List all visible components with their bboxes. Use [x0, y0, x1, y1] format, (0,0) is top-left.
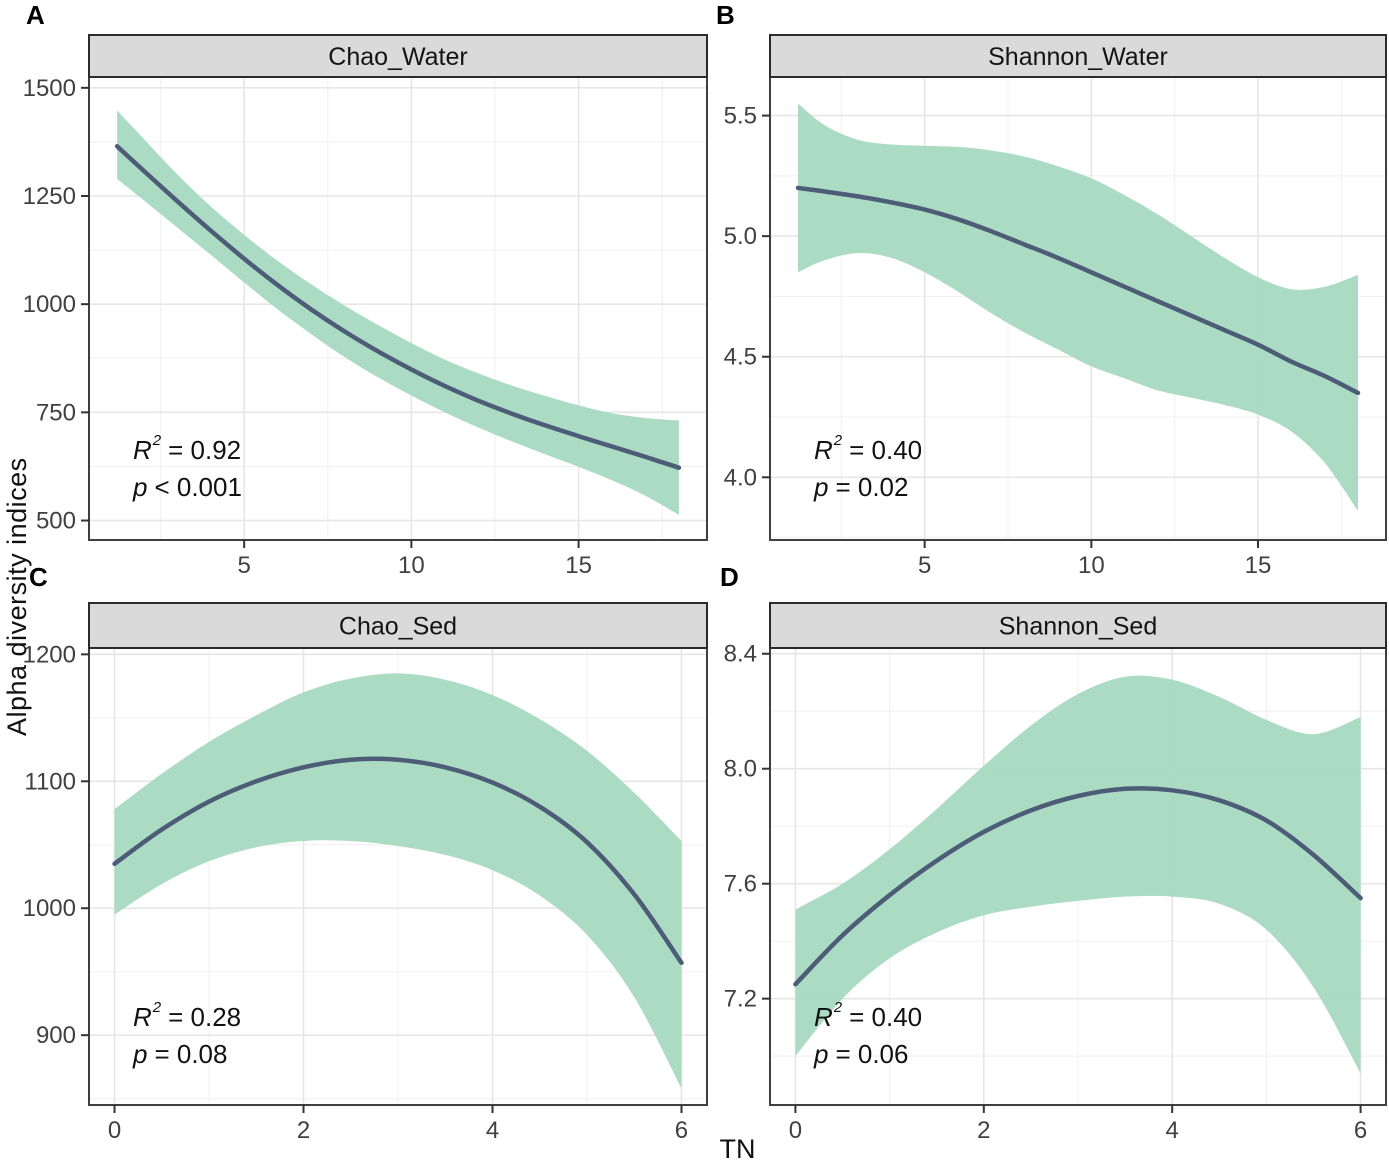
panel-B-y-tick-label: 4.5: [724, 344, 757, 371]
y-axis-title: Alpha diversity indices: [2, 457, 32, 737]
panel-B-x-tick-label: 10: [1078, 552, 1105, 579]
panel-D-letter: D: [720, 562, 739, 592]
panel-D: Shannon_Sed 0 2 4 6 7.2 7.6 8.0 8.4: [724, 602, 1387, 1144]
panel-C-y-tick-label: 1100: [24, 768, 76, 795]
panel-D-strip: Shannon_Sed: [769, 602, 1387, 649]
panel-A-r2-text: R2 = 0.92: [133, 432, 242, 465]
panel-C-r2-text: R2 = 0.28: [133, 999, 242, 1032]
panel-A-strip: Chao_Water: [88, 34, 708, 78]
panel-D-x-axis: 0 2 4 6: [789, 1105, 1367, 1144]
panel-D-strip-title: Shannon_Sed: [999, 613, 1157, 641]
r-symbol: R2: [133, 999, 162, 1032]
panel-C-x-tick-label: 4: [486, 1117, 499, 1144]
panel-A-y-tick-label: 1250: [23, 183, 76, 210]
panel-A-y-tick-label: 1000: [23, 291, 76, 318]
panel-D-x-tick-label: 2: [977, 1117, 990, 1144]
panel-C-strip-title: Chao_Sed: [339, 613, 457, 641]
panel-A-fit-line: [114, 143, 682, 470]
p-symbol: p: [814, 472, 829, 502]
panel-B: Shannon_Water 5 10 15 4.0 4.5 5.0 5.5: [724, 34, 1387, 579]
panel-A-letter: A: [26, 0, 45, 30]
panel-B-y-axis: 4.0 4.5 5.0 5.5: [724, 103, 770, 491]
panel-C-letter: C: [29, 562, 48, 592]
panel-B-stats-annotation: R2 = 0.40 p = 0.02: [814, 422, 922, 506]
panel-B-confidence-band: [798, 103, 1358, 512]
panel-C-y-tick-label: 1000: [23, 895, 76, 922]
panel-A-x-tick-label: 10: [398, 552, 425, 579]
p-symbol: p: [133, 1039, 148, 1069]
panel-D-y-tick-label: 7.6: [724, 871, 757, 898]
panel-C-x-tick-label: 2: [297, 1117, 310, 1144]
panel-A-y-tick-label: 750: [36, 399, 76, 426]
panel-B-x-axis: 5 10 15: [918, 540, 1271, 579]
panel-D-fit-line: [793, 786, 1363, 987]
panel-A-stats-annotation: R2 = 0.92 p < 0.001: [133, 422, 242, 506]
panel-A-x-axis: 5 10 15: [237, 540, 592, 579]
p-symbol: p: [133, 472, 148, 502]
panel-D-stats-annotation: R2 = 0.40 p = 0.06: [814, 989, 922, 1073]
panel-B-strip-title: Shannon_Water: [988, 43, 1168, 71]
panel-D-y-axis: 7.2 7.6 8.0 8.4: [724, 641, 770, 1013]
panel-C-x-tick-label: 0: [108, 1117, 121, 1144]
panel-C-x-tick-label: 6: [675, 1117, 688, 1144]
panel-D-p-text: p = 0.06: [814, 1039, 909, 1069]
panel-C-fit-line: [112, 756, 684, 966]
panel-C-y-axis: 900 1000 1100 1200: [23, 641, 89, 1049]
panel-A-strip-title: Chao_Water: [328, 43, 467, 71]
panel-C-y-tick-label: 900: [36, 1022, 76, 1049]
panel-B-r2-text: R2 = 0.40: [814, 432, 923, 465]
panel-A-y-tick-label: 500: [36, 508, 76, 535]
panel-B-y-tick-label: 4.0: [724, 464, 757, 491]
panel-A: Chao_Water 5 10 15 500 750 1000 1250 1500: [23, 34, 708, 579]
r-symbol: R2: [814, 432, 843, 465]
panel-D-x-tick-label: 4: [1166, 1117, 1179, 1144]
panel-B-x-tick-label: 5: [918, 552, 931, 579]
panel-D-r2-text: R2 = 0.40: [814, 999, 923, 1032]
panel-A-x-tick-label: 15: [565, 552, 592, 579]
panel-C-strip: Chao_Sed: [88, 602, 708, 649]
panel-A-x-tick-label: 5: [237, 552, 250, 579]
panel-D-y-tick-label: 8.0: [724, 756, 757, 783]
panel-D-x-tick-label: 6: [1354, 1117, 1367, 1144]
panel-D-y-tick-label: 8.4: [724, 641, 757, 668]
panel-A-p-text: p < 0.001: [133, 472, 242, 502]
panel-C: Chao_Sed 0 2 4 6 900 1000 1100 1200: [23, 602, 708, 1144]
panel-B-x-tick-label: 15: [1245, 552, 1272, 579]
panel-D-y-tick-label: 7.2: [724, 986, 757, 1013]
p-symbol: p: [814, 1039, 829, 1069]
panel-B-y-tick-label: 5.5: [724, 103, 757, 130]
r-symbol: R2: [133, 432, 162, 465]
panel-C-x-axis: 0 2 4 6: [108, 1105, 688, 1144]
r-symbol: R2: [814, 999, 843, 1032]
panel-C-p-text: p = 0.08: [133, 1039, 228, 1069]
panel-A-y-axis: 500 750 1000 1250 1500: [23, 75, 89, 535]
panel-B-strip: Shannon_Water: [769, 34, 1387, 78]
panel-B-p-text: p = 0.02: [814, 472, 909, 502]
panel-C-y-tick-label: 1200: [23, 641, 76, 668]
panel-D-confidence-band: [795, 675, 1361, 1074]
panel-A-confidence-band: [117, 110, 679, 515]
x-axis-title: TN: [719, 1134, 756, 1164]
panel-C-stats-annotation: R2 = 0.28 p = 0.08: [133, 989, 241, 1073]
panel-D-x-tick-label: 0: [789, 1117, 802, 1144]
panel-A-y-tick-label: 1500: [23, 75, 76, 102]
panel-B-letter: B: [716, 0, 735, 30]
panel-B-y-tick-label: 5.0: [724, 223, 757, 250]
panel-C-confidence-band: [114, 673, 682, 1089]
panel-B-fit-line: [795, 185, 1361, 396]
